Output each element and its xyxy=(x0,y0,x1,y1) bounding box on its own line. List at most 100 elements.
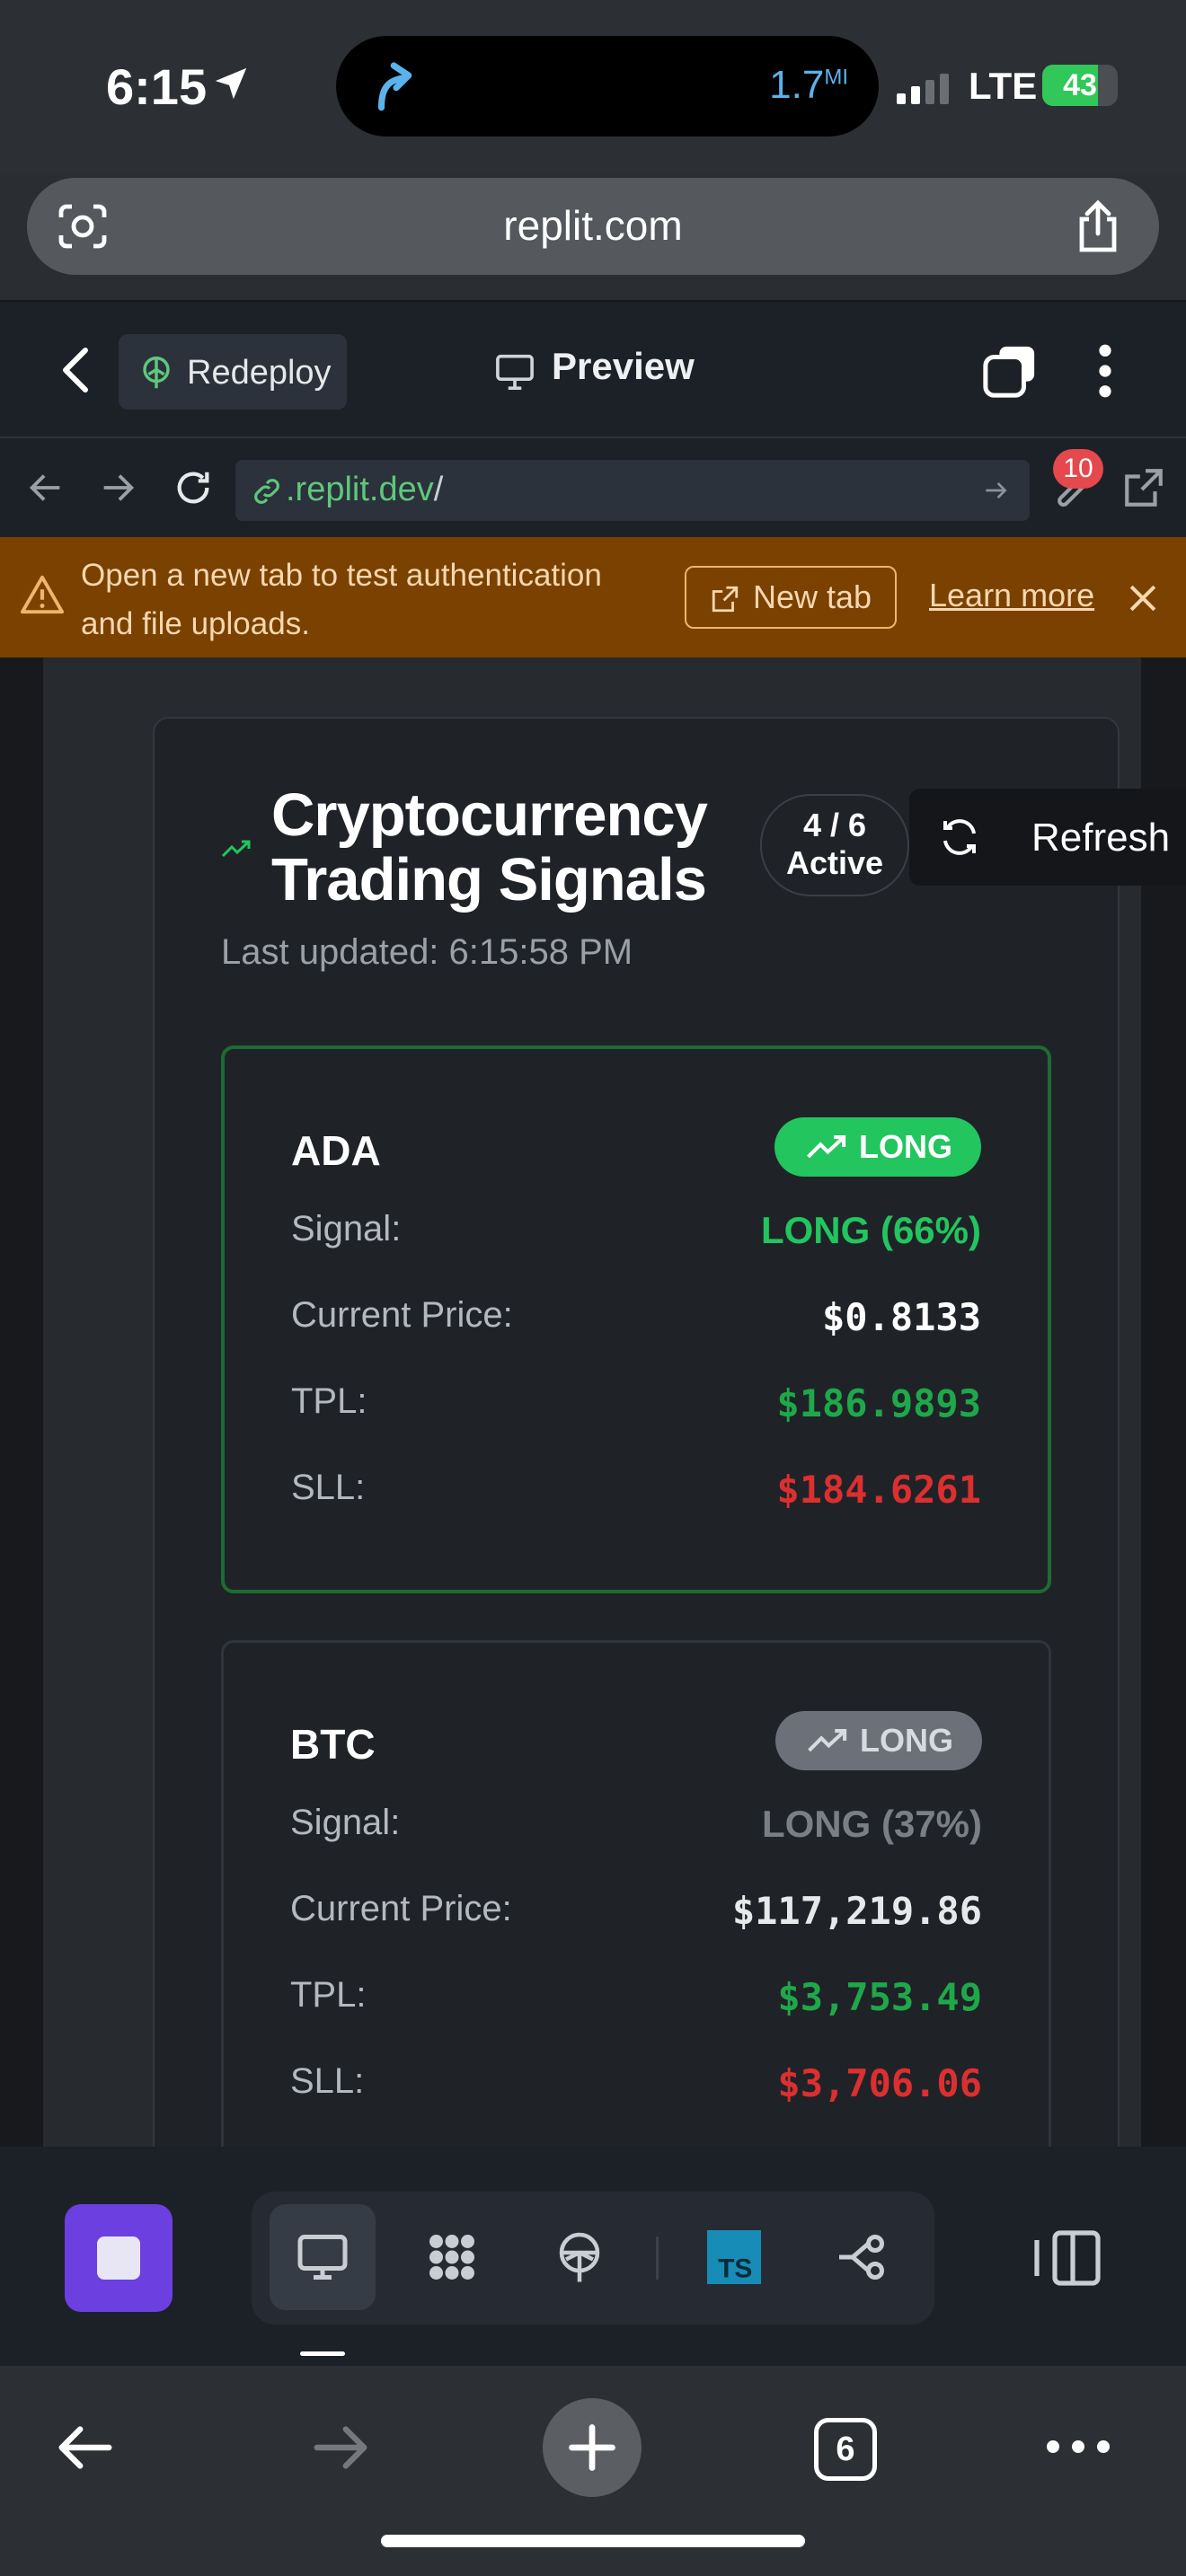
battery-level: 43 xyxy=(1063,68,1097,102)
go-arrow-icon[interactable] xyxy=(981,476,1010,505)
deploy-icon xyxy=(143,356,170,389)
split-panels-icon[interactable] xyxy=(1033,2229,1102,2287)
navigation-turn-icon xyxy=(377,62,412,111)
devtools-count-badge: 10 xyxy=(1053,449,1103,489)
tool-preview-button[interactable] xyxy=(270,2204,376,2310)
signal-label: Signal: xyxy=(290,1803,401,1842)
signal-badge-label: LONG xyxy=(859,1128,952,1165)
tab-count-button[interactable]: 6 xyxy=(814,2418,877,2481)
location-arrow-icon xyxy=(215,67,247,100)
redeploy-button[interactable]: Redeploy xyxy=(119,334,347,410)
browser-bottom-bar: 6 xyxy=(0,2366,1186,2576)
auth-warning-banner: Open a new tab to test authentication an… xyxy=(0,537,1186,657)
signal-badge: LONG xyxy=(774,1117,981,1177)
typescript-icon: TS xyxy=(707,2230,761,2284)
tpl-label: TPL: xyxy=(291,1381,367,1421)
plus-icon xyxy=(569,2424,615,2471)
navigation-distance: 1.7MI xyxy=(769,63,848,107)
tpl-label: TPL: xyxy=(290,1975,367,2015)
workflows-icon xyxy=(429,2235,474,2280)
trending-up-icon xyxy=(221,840,251,858)
app-page: Cryptocurrency Trading Signals 4 / 6 Act… xyxy=(43,657,1186,2147)
sll-label: SLL: xyxy=(290,2061,365,2101)
trending-up-icon xyxy=(807,1135,846,1159)
cellular-signal-icon xyxy=(897,74,949,104)
tool-deployments-button[interactable] xyxy=(527,2204,633,2310)
last-updated: Last updated: 6:15:58 PM xyxy=(221,932,633,972)
signal-card-btc: BTC LONG Signal: LONG (37%) Current Pric… xyxy=(221,1640,1051,2147)
tpl-value: $3,753.49 xyxy=(777,1975,982,2019)
more-horizontal-icon[interactable] xyxy=(1042,2436,1114,2457)
browser-divider xyxy=(0,300,1186,302)
preview-title: Preview xyxy=(552,345,695,387)
new-tab-button[interactable] xyxy=(543,2398,642,2497)
sll-label: SLL: xyxy=(291,1468,366,1507)
current-price-label: Current Price: xyxy=(290,1889,512,1928)
dashboard-title: Cryptocurrency Trading Signals xyxy=(271,781,708,913)
status-time: 6:15 xyxy=(106,58,208,115)
monitor-icon xyxy=(297,2235,348,2280)
new-tab-label: New tab xyxy=(753,578,872,615)
sll-value: $3,706.06 xyxy=(777,2061,982,2105)
close-icon[interactable] xyxy=(1123,578,1163,618)
stop-icon xyxy=(97,2236,140,2280)
more-options-icon[interactable] xyxy=(1091,343,1120,399)
tool-git-button[interactable] xyxy=(809,2204,915,2310)
tool-typescript-file-button[interactable]: TS xyxy=(681,2204,787,2310)
refresh-icon xyxy=(943,819,976,855)
tabs-icon[interactable] xyxy=(981,343,1039,399)
back-chevron-icon[interactable] xyxy=(54,345,99,395)
new-tab-button[interactable]: New tab xyxy=(685,566,897,629)
network-type: LTE xyxy=(969,65,1038,107)
active-count: 4 / 6 xyxy=(802,807,867,843)
browser-url-bar[interactable]: replit.com xyxy=(27,178,1159,275)
battery-icon: 43 xyxy=(1042,65,1118,106)
svg-text:TS: TS xyxy=(718,2254,752,2284)
signals-dashboard-card: Cryptocurrency Trading Signals 4 / 6 Act… xyxy=(153,717,1186,2147)
stop-button[interactable] xyxy=(65,2204,173,2312)
current-price-value: $117,219.86 xyxy=(731,1889,982,1933)
dynamic-island: 1.7MI xyxy=(336,36,879,137)
tpl-value: $186.9893 xyxy=(776,1381,981,1425)
signal-value: LONG (66%) xyxy=(760,1209,981,1251)
sll-value: $184.6261 xyxy=(776,1468,981,1512)
tool-workflows-button[interactable] xyxy=(399,2204,505,2310)
redeploy-label: Redeploy xyxy=(187,354,332,392)
share-icon[interactable] xyxy=(1075,199,1121,253)
replit-toolbar: TS xyxy=(0,2147,1186,2366)
signal-card-ada: ADA LONG Signal: LONG (66%) Current Pric… xyxy=(221,1045,1051,1593)
page-scan-icon[interactable] xyxy=(58,203,108,250)
replit-header: Redeploy Preview xyxy=(0,302,1186,438)
browser-url[interactable]: replit.com xyxy=(503,202,683,249)
signal-label: Signal: xyxy=(291,1209,402,1248)
coin-symbol: ADA xyxy=(291,1127,381,1174)
tool-divider xyxy=(656,2236,659,2280)
webview-forward-icon[interactable] xyxy=(97,467,138,508)
app-viewport: Cryptocurrency Trading Signals 4 / 6 Act… xyxy=(0,657,1186,2147)
status-bar: 6:15 1.7MI LTE 43 xyxy=(0,0,1186,175)
reload-icon[interactable] xyxy=(173,467,214,508)
external-link-icon xyxy=(712,586,739,613)
deployments-icon xyxy=(559,2232,600,2282)
active-label: Active xyxy=(785,844,884,881)
webview-url-field[interactable]: .replit.dev/ xyxy=(235,460,1030,521)
coin-symbol: BTC xyxy=(290,1721,376,1768)
open-external-icon[interactable] xyxy=(1121,465,1166,510)
browser-back-icon[interactable] xyxy=(54,2416,117,2479)
refresh-label: Refresh xyxy=(1031,816,1171,860)
refresh-button[interactable]: Refresh xyxy=(909,789,1186,886)
git-branch-icon xyxy=(839,2235,884,2280)
signal-badge-label: LONG xyxy=(860,1722,953,1759)
link-icon xyxy=(254,479,279,504)
active-tool-indicator xyxy=(300,2351,345,2356)
monitor-icon xyxy=(496,354,534,390)
browser-forward-icon[interactable] xyxy=(309,2416,372,2479)
home-indicator xyxy=(381,2535,805,2547)
signal-value: LONG (37%) xyxy=(761,1803,982,1845)
banner-message: Open a new tab to test authentication an… xyxy=(81,558,602,641)
webview-back-icon[interactable] xyxy=(25,467,66,508)
trending-up-icon xyxy=(808,1729,847,1752)
warning-icon xyxy=(20,575,65,614)
learn-more-link[interactable]: Learn more xyxy=(929,577,1095,613)
webview-url[interactable]: .replit.dev/ xyxy=(286,471,444,508)
